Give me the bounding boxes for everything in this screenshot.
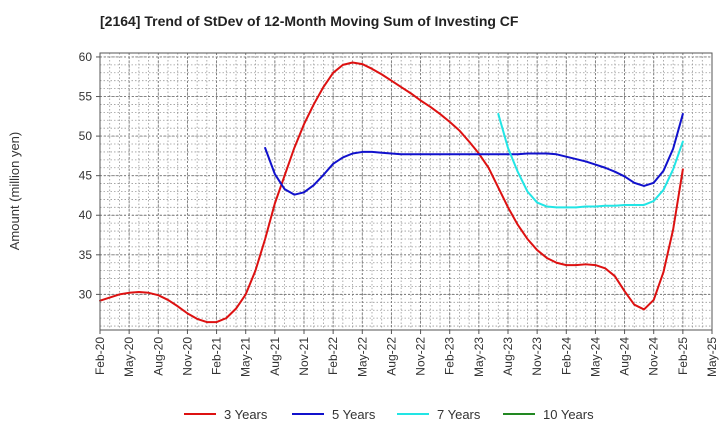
x-tick-label: Feb-25 <box>676 337 690 375</box>
legend-label: 5 Years <box>332 407 376 422</box>
series-line-7-years <box>497 112 684 209</box>
x-tick-label: Feb-22 <box>326 337 340 375</box>
chart-title: [2164] Trend of StDev of 12-Month Moving… <box>100 13 519 29</box>
x-tick-label: May-20 <box>122 337 136 377</box>
x-axis: Feb-20 May-20 Aug-20 Nov-20 Feb-21 May-21 Aug-… <box>93 330 719 377</box>
legend: 3 Years 5 Years 7 Years 10 Years <box>184 407 594 422</box>
x-tick-label: Feb-21 <box>210 337 224 375</box>
y-tick-label: 35 <box>79 248 93 262</box>
x-tick-label: May-21 <box>239 337 253 377</box>
x-tick-label: Aug-22 <box>384 337 398 376</box>
series-line-3-years <box>99 61 684 324</box>
x-tick-label: Aug-21 <box>268 337 282 376</box>
legend-label: 10 Years <box>543 407 594 422</box>
series-line-5-years <box>264 112 684 196</box>
x-tick-label: Feb-23 <box>443 337 457 375</box>
y-tick-label: 50 <box>79 129 93 143</box>
x-tick-label: Nov-20 <box>180 337 194 376</box>
x-tick-label: May-22 <box>355 337 369 377</box>
x-tick-label: May-25 <box>705 337 719 377</box>
y-axis: 30 35 40 45 50 55 60 <box>79 50 100 301</box>
x-tick-label: Nov-22 <box>414 337 428 376</box>
x-tick-label: Feb-20 <box>93 337 107 375</box>
series-layer <box>99 52 713 331</box>
y-axis-label: Amount (million yen) <box>7 132 22 251</box>
grid-lines <box>99 53 713 330</box>
y-tick-label: 60 <box>79 50 93 64</box>
y-tick-label: 30 <box>79 287 93 301</box>
x-tick-label: May-23 <box>472 337 486 377</box>
y-tick-label: 45 <box>79 169 93 183</box>
x-tick-label: Aug-23 <box>501 337 515 376</box>
x-tick-label: Feb-24 <box>559 337 573 375</box>
x-tick-label: Aug-20 <box>151 337 165 376</box>
x-tick-label: Nov-23 <box>530 337 544 376</box>
y-tick-label: 40 <box>79 208 93 222</box>
legend-label: 3 Years <box>224 407 268 422</box>
x-tick-label: Nov-24 <box>647 337 661 376</box>
plot-frame <box>99 52 713 331</box>
legend-label: 7 Years <box>437 407 481 422</box>
y-tick-label: 55 <box>79 90 93 104</box>
x-tick-label: May-24 <box>588 337 602 377</box>
x-tick-label: Nov-21 <box>297 337 311 376</box>
x-tick-label: Aug-24 <box>618 337 632 376</box>
